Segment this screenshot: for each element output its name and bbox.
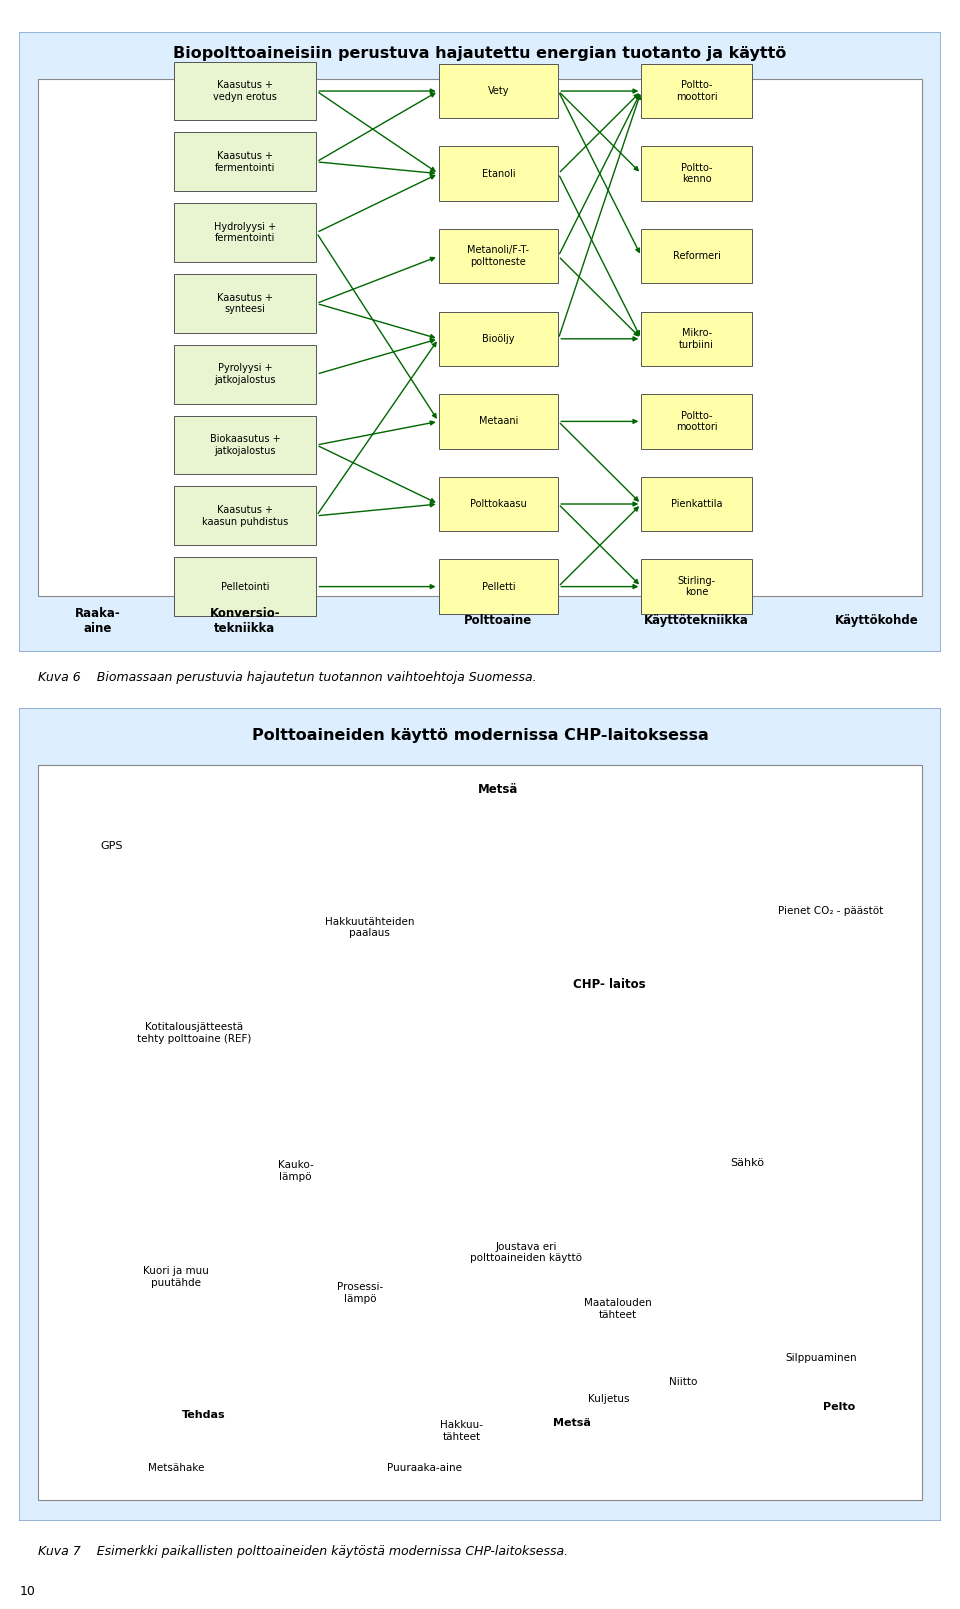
FancyBboxPatch shape: [439, 394, 559, 449]
Text: Biopolttoaineisiin perustuva hajautettu energian tuotanto ja käyttö: Biopolttoaineisiin perustuva hajautettu …: [174, 47, 786, 61]
Text: Kaasutus +
fermentointi: Kaasutus + fermentointi: [215, 151, 276, 172]
FancyBboxPatch shape: [174, 415, 317, 475]
Text: Poltto-
kenno: Poltto- kenno: [681, 163, 712, 185]
FancyBboxPatch shape: [174, 203, 317, 262]
Text: Kuljetus: Kuljetus: [588, 1393, 630, 1403]
FancyBboxPatch shape: [37, 764, 923, 1500]
FancyBboxPatch shape: [174, 132, 317, 191]
Text: Stirling-
kone: Stirling- kone: [678, 576, 715, 597]
FancyBboxPatch shape: [174, 274, 317, 333]
FancyBboxPatch shape: [174, 344, 317, 404]
Text: Käyttötekniikka: Käyttötekniikka: [644, 615, 749, 628]
Text: Hydrolyysi +
fermentointi: Hydrolyysi + fermentointi: [214, 222, 276, 243]
Text: Polttoaine: Polttoaine: [465, 615, 533, 628]
Text: Polttokaasu: Polttokaasu: [470, 499, 527, 508]
Text: Kotitalousjätteestä
tehty polttoaine (REF): Kotitalousjätteestä tehty polttoaine (RE…: [137, 1022, 252, 1044]
Text: Kaasutus +
vedyn erotus: Kaasutus + vedyn erotus: [213, 80, 276, 101]
Text: Kauko-
lämpö: Kauko- lämpö: [277, 1160, 314, 1183]
FancyBboxPatch shape: [641, 146, 752, 201]
FancyBboxPatch shape: [641, 394, 752, 449]
Text: Etanoli: Etanoli: [482, 169, 516, 179]
Text: Puuraaka-aine: Puuraaka-aine: [387, 1463, 462, 1472]
Text: Joustava eri
polttoaineiden käyttö: Joustava eri polttoaineiden käyttö: [470, 1242, 582, 1263]
Text: Konversio-
tekniikka: Konversio- tekniikka: [209, 607, 280, 634]
Text: Bioöljy: Bioöljy: [482, 333, 515, 344]
FancyBboxPatch shape: [19, 708, 941, 1521]
FancyBboxPatch shape: [174, 557, 317, 616]
Text: Metsähake: Metsähake: [148, 1463, 204, 1472]
Text: Reformeri: Reformeri: [673, 251, 721, 261]
Text: Polttoaineiden käyttö modernissa CHP-laitoksessa: Polttoaineiden käyttö modernissa CHP-lai…: [252, 729, 708, 743]
Text: Metaani: Metaani: [479, 417, 518, 426]
Text: Metsä: Metsä: [553, 1418, 591, 1429]
Text: Hakkuutähteiden
paalaus: Hakkuutähteiden paalaus: [324, 917, 414, 938]
Text: Raaka-
aine: Raaka- aine: [75, 607, 120, 634]
FancyBboxPatch shape: [439, 560, 559, 615]
Text: Mikro-
turbiini: Mikro- turbiini: [679, 328, 714, 349]
Text: Tehdas: Tehdas: [181, 1409, 226, 1419]
Text: Hakkuu-
tähteet: Hakkuu- tähteet: [440, 1421, 483, 1442]
Text: Metanoli/F-T-
polttoneste: Metanoli/F-T- polttoneste: [468, 246, 529, 267]
Text: 10: 10: [19, 1585, 36, 1598]
Text: Poltto-
moottori: Poltto- moottori: [676, 410, 717, 433]
FancyBboxPatch shape: [641, 312, 752, 367]
FancyBboxPatch shape: [641, 560, 752, 615]
FancyBboxPatch shape: [439, 228, 559, 283]
Text: Kuva 7    Esimerkki paikallisten polttoaineiden käytöstä modernissa CHP-laitokse: Kuva 7 Esimerkki paikallisten polttoaine…: [37, 1545, 567, 1559]
Text: Pyrolyysi +
jatkojalostus: Pyrolyysi + jatkojalostus: [214, 364, 276, 385]
Text: Pelletointi: Pelletointi: [221, 581, 269, 592]
Text: Kuva 6    Biomassaan perustuvia hajautetun tuotannon vaihtoehtoja Suomessa.: Kuva 6 Biomassaan perustuvia hajautetun …: [37, 671, 537, 684]
Text: Niitto: Niitto: [668, 1377, 697, 1387]
Text: Kaasutus +
kaasun puhdistus: Kaasutus + kaasun puhdistus: [202, 505, 288, 526]
Text: Metsä: Metsä: [478, 782, 518, 796]
FancyBboxPatch shape: [174, 61, 317, 121]
FancyBboxPatch shape: [641, 64, 752, 119]
Text: Käyttökohde: Käyttökohde: [834, 615, 918, 628]
FancyBboxPatch shape: [641, 228, 752, 283]
FancyBboxPatch shape: [439, 146, 559, 201]
Text: GPS: GPS: [100, 842, 123, 851]
Text: Pelletti: Pelletti: [482, 581, 516, 592]
Text: Vety: Vety: [488, 85, 509, 97]
FancyBboxPatch shape: [19, 32, 941, 652]
FancyBboxPatch shape: [641, 476, 752, 531]
FancyBboxPatch shape: [439, 476, 559, 531]
Text: Kaasutus +
synteesi: Kaasutus + synteesi: [217, 293, 273, 314]
FancyBboxPatch shape: [439, 64, 559, 119]
FancyBboxPatch shape: [174, 486, 317, 545]
Text: Biokaasutus +
jatkojalostus: Biokaasutus + jatkojalostus: [209, 434, 280, 455]
Text: Prosessi-
lämpö: Prosessi- lämpö: [337, 1282, 383, 1303]
Text: Sähkö: Sähkö: [731, 1158, 764, 1168]
Text: Pelto: Pelto: [824, 1401, 855, 1411]
Text: Pienkattila: Pienkattila: [671, 499, 722, 508]
Text: CHP- laitos: CHP- laitos: [573, 978, 645, 991]
Text: Maatalouden
tähteet: Maatalouden tähteet: [585, 1298, 652, 1319]
FancyBboxPatch shape: [37, 79, 923, 595]
Text: Poltto-
moottori: Poltto- moottori: [676, 80, 717, 101]
FancyBboxPatch shape: [439, 312, 559, 367]
Text: Silppuaminen: Silppuaminen: [785, 1353, 857, 1363]
Text: Pienet CO₂ - päästöt: Pienet CO₂ - päästöt: [778, 906, 883, 916]
Text: Kuori ja muu
puutähde: Kuori ja muu puutähde: [143, 1266, 209, 1287]
